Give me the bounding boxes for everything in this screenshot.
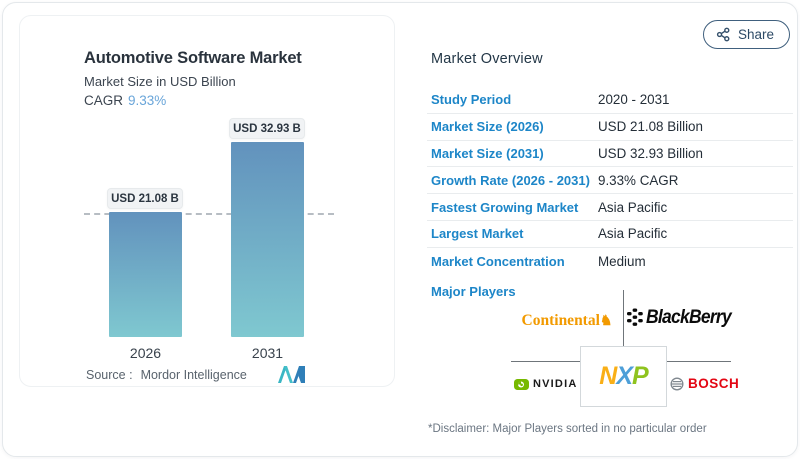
market-chart-card: Automotive Software Market Market Size i… (19, 15, 395, 387)
row-label: Fastest Growing Market (431, 199, 579, 215)
overview-title: Market Overview (431, 51, 543, 67)
overview-table: Study Period 2020 - 2031 Market Size (20… (427, 87, 793, 275)
continental-horse-icon: ♞ (599, 314, 613, 329)
continental-logo-text: Continental (521, 312, 600, 329)
table-row: Growth Rate (2026 - 2031) 9.33% CAGR (427, 167, 793, 195)
players-divider-horizontal-left (511, 361, 580, 362)
chart-cagr: CAGR 9.33% (84, 93, 166, 108)
cagr-label: CAGR (84, 93, 124, 108)
bar-2031 (231, 142, 304, 337)
row-value: Medium (598, 253, 646, 269)
players-divider-horizontal-right (667, 361, 731, 362)
players-divider-vertical (623, 290, 624, 346)
chart-subtitle: Market Size in USD Billion (84, 74, 236, 89)
bar-2026 (109, 212, 182, 337)
table-row: Study Period 2020 - 2031 (427, 87, 793, 114)
bosch-armature-icon (670, 376, 684, 391)
players-disclaimer: *Disclaimer: Major Players sorted in no … (428, 423, 707, 435)
nxp-logo-box: NXP (580, 346, 667, 407)
source-value: Mordor Intelligence (140, 368, 247, 382)
table-row: Fastest Growing Market Asia Pacific (427, 194, 793, 221)
reference-dashed-line (84, 213, 334, 215)
cagr-value: 9.33% (128, 93, 167, 108)
row-label: Market Size (2026) (431, 119, 544, 135)
nvidia-logo: NVIDIA (514, 378, 577, 390)
blackberry-dots-icon (627, 308, 643, 326)
row-value: Asia Pacific (598, 226, 668, 242)
x-tick-2031: 2031 (251, 345, 284, 361)
row-label: Study Period (431, 92, 512, 108)
continental-logo: Continental♞ (515, 312, 619, 330)
share-nodes-icon (716, 27, 730, 42)
nvidia-eye-icon (514, 378, 529, 390)
table-row: Market Size (2031) USD 32.93 Billion (427, 141, 793, 168)
nvidia-logo-text: NVIDIA (533, 378, 578, 390)
row-value: USD 32.93 Billion (598, 145, 703, 161)
row-label: Market Size (2031) (431, 145, 544, 161)
row-label: Largest Market (431, 226, 524, 242)
row-value: 2020 - 2031 (598, 92, 670, 108)
nxp-logo: NXP (599, 362, 648, 390)
blackberry-logo: BlackBerry (627, 306, 738, 330)
table-row: Largest Market Asia Pacific (427, 221, 793, 248)
bar-value-badge-2031: USD 32.93 B (229, 118, 305, 139)
major-players-label: Major Players (431, 284, 516, 299)
bosch-logo: BOSCH (670, 376, 739, 391)
blackberry-logo-text: BlackBerry (646, 307, 732, 328)
source-label: Source : (86, 368, 133, 382)
x-tick-2026: 2026 (129, 345, 162, 361)
row-value: USD 21.08 Billion (598, 119, 703, 135)
share-button[interactable]: Share (703, 20, 791, 49)
bar-value-badge-2026: USD 21.08 B (107, 188, 183, 209)
source-attribution: Source : Mordor Intelligence (86, 368, 247, 382)
bosch-logo-text: BOSCH (688, 376, 740, 391)
row-value: 9.33% CAGR (598, 172, 679, 188)
row-label: Market Concentration (431, 253, 565, 269)
table-row: Market Size (2026) USD 21.08 Billion (427, 114, 793, 141)
row-label: Growth Rate (2026 - 2031) (431, 172, 590, 188)
mordor-intelligence-logo-icon (278, 366, 305, 383)
row-value: Asia Pacific (598, 199, 668, 215)
chart-title: Automotive Software Market (84, 49, 302, 67)
share-button-label: Share (738, 27, 775, 42)
table-row: Market Concentration Medium (427, 248, 793, 275)
overview-table-rows: Study Period 2020 - 2031 Market Size (20… (427, 87, 793, 275)
